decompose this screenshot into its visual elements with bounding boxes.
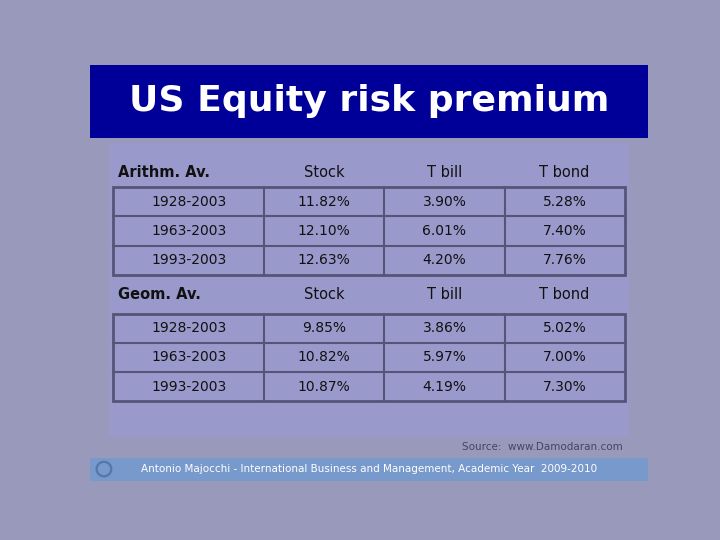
Bar bbox=[109, 143, 629, 436]
Text: 5.02%: 5.02% bbox=[543, 321, 587, 335]
Text: 7.30%: 7.30% bbox=[543, 380, 587, 394]
Text: 5.97%: 5.97% bbox=[423, 350, 467, 365]
Text: 12.10%: 12.10% bbox=[298, 224, 351, 238]
Text: 4.19%: 4.19% bbox=[423, 380, 467, 394]
Bar bbox=[113, 314, 625, 401]
Text: 1928-2003: 1928-2003 bbox=[151, 321, 226, 335]
Circle shape bbox=[96, 461, 112, 477]
Text: Geom. Av.: Geom. Av. bbox=[118, 287, 201, 302]
Text: Antonio Majocchi - International Business and Management, Academic Year  2009-20: Antonio Majocchi - International Busines… bbox=[141, 464, 597, 474]
Text: Stock: Stock bbox=[304, 287, 345, 302]
Bar bbox=[90, 65, 648, 138]
Text: 3.86%: 3.86% bbox=[423, 321, 467, 335]
Text: 1928-2003: 1928-2003 bbox=[151, 195, 226, 209]
Text: US Equity risk premium: US Equity risk premium bbox=[129, 84, 609, 118]
Text: 9.85%: 9.85% bbox=[302, 321, 346, 335]
Text: Source:  www.Damodaran.com: Source: www.Damodaran.com bbox=[462, 442, 624, 452]
Text: 12.63%: 12.63% bbox=[298, 253, 351, 267]
Text: 10.87%: 10.87% bbox=[298, 380, 351, 394]
Text: 1993-2003: 1993-2003 bbox=[151, 380, 226, 394]
Text: 7.76%: 7.76% bbox=[543, 253, 587, 267]
Text: 1963-2003: 1963-2003 bbox=[151, 224, 226, 238]
Text: 10.82%: 10.82% bbox=[298, 350, 351, 365]
Text: 7.40%: 7.40% bbox=[543, 224, 587, 238]
Text: Stock: Stock bbox=[304, 165, 345, 180]
Text: T bill: T bill bbox=[427, 287, 462, 302]
Text: 11.82%: 11.82% bbox=[298, 195, 351, 209]
Circle shape bbox=[99, 464, 109, 475]
Text: 1993-2003: 1993-2003 bbox=[151, 253, 226, 267]
Bar bbox=[113, 187, 625, 275]
Text: T bill: T bill bbox=[427, 165, 462, 180]
Text: 4.20%: 4.20% bbox=[423, 253, 467, 267]
Text: 1963-2003: 1963-2003 bbox=[151, 350, 226, 365]
Text: 7.00%: 7.00% bbox=[543, 350, 587, 365]
Text: T bond: T bond bbox=[539, 165, 590, 180]
Text: Arithm. Av.: Arithm. Av. bbox=[118, 165, 210, 180]
Text: 5.28%: 5.28% bbox=[543, 195, 587, 209]
Text: 3.90%: 3.90% bbox=[423, 195, 467, 209]
Text: T bond: T bond bbox=[539, 287, 590, 302]
Bar bbox=[90, 457, 648, 481]
Text: 6.01%: 6.01% bbox=[423, 224, 467, 238]
